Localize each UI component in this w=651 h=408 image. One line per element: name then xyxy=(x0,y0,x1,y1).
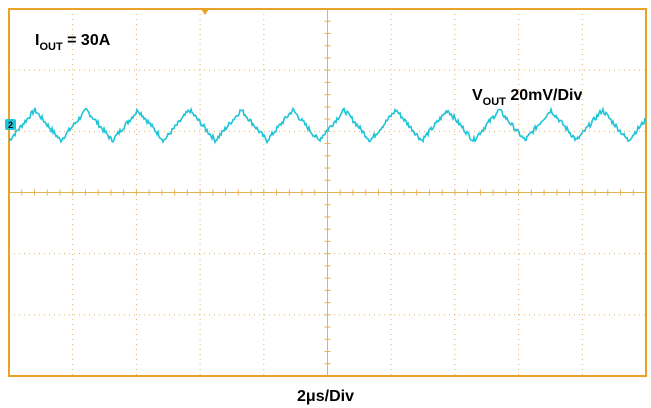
vout-ripple-trace xyxy=(8,106,647,145)
trigger-position-marker xyxy=(201,9,209,15)
vout-scale-label: VOUT 20mV/Div xyxy=(472,87,582,108)
graticule xyxy=(8,8,647,377)
output-current-label: IOUT = 30A xyxy=(35,32,111,53)
timebase-label: 2μs/Div xyxy=(297,388,354,405)
screen-frame xyxy=(8,8,647,377)
channel-2-marker: 2 xyxy=(5,119,16,130)
svg-text:2: 2 xyxy=(8,120,13,130)
